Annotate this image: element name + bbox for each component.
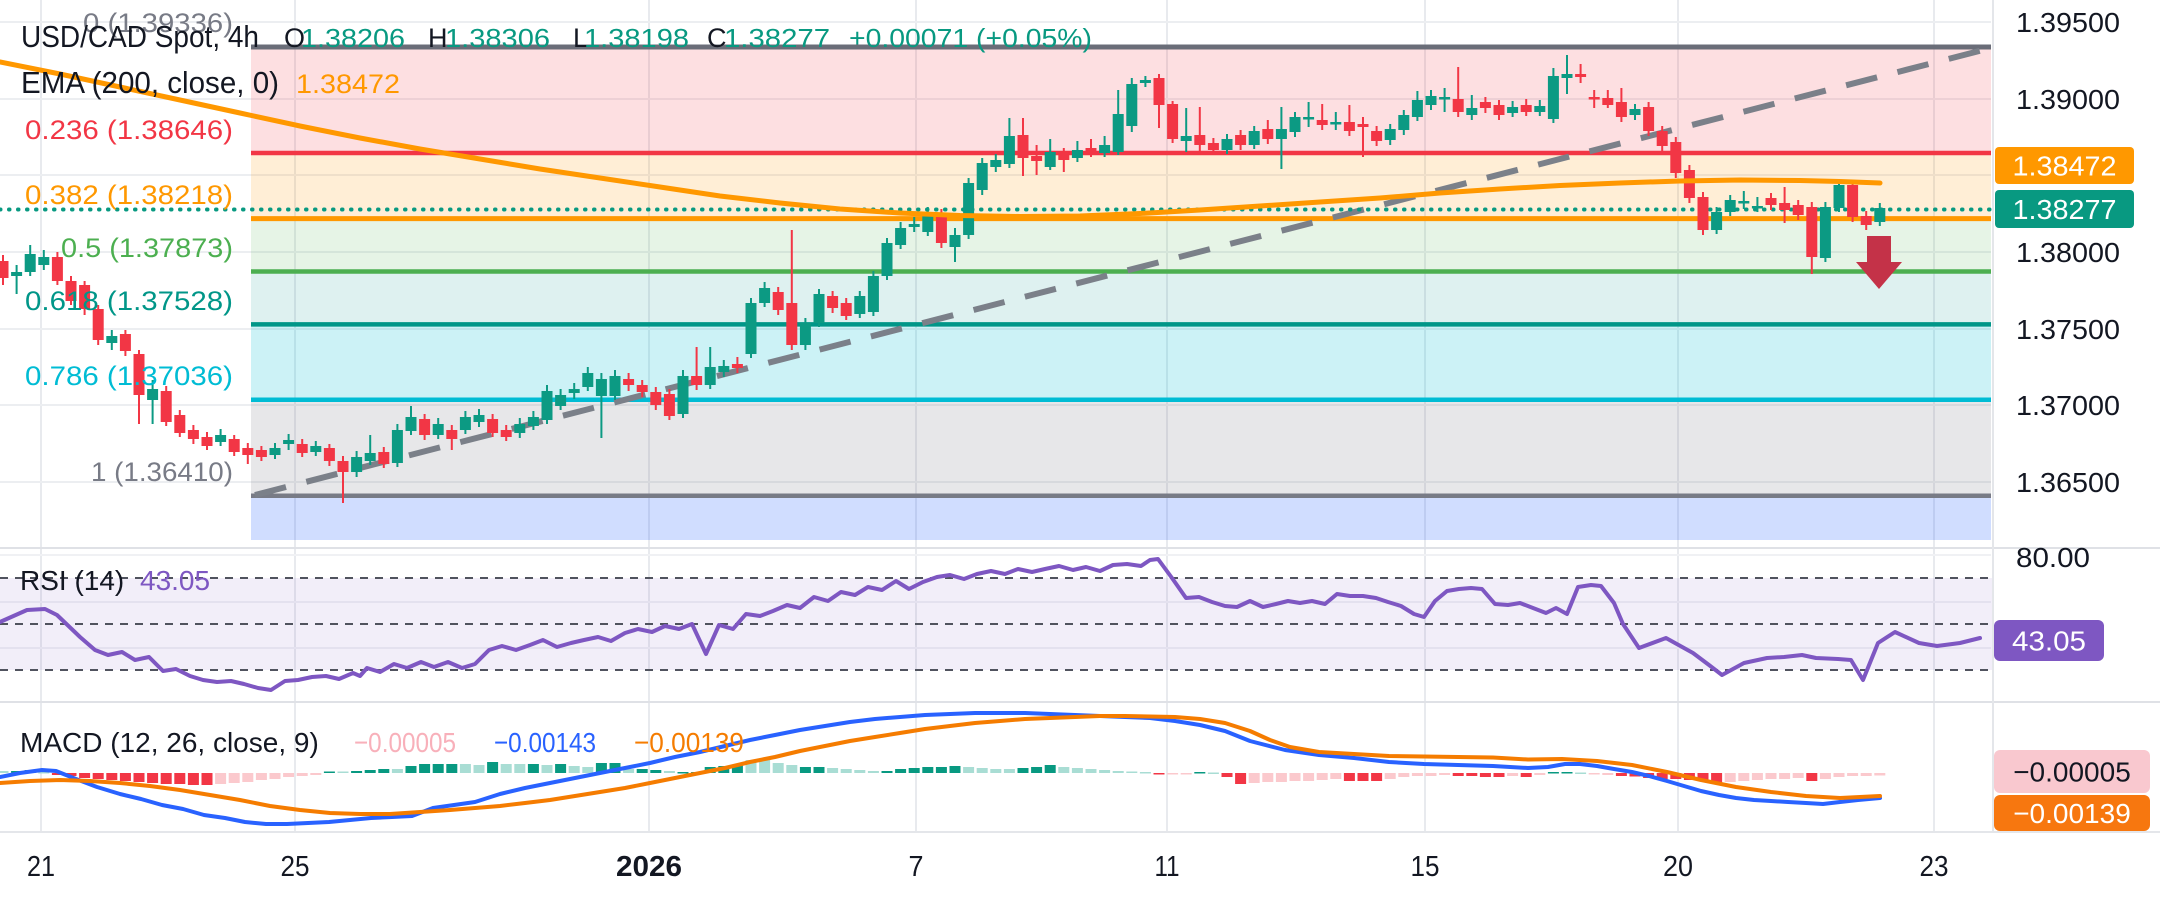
svg-text:1.38277: 1.38277	[724, 23, 830, 53]
svg-text:MACD (12, 26, close, 9): MACD (12, 26, close, 9)	[20, 727, 319, 758]
svg-text:−0.00005: −0.00005	[2013, 757, 2131, 788]
svg-text:0.236 (1.38646): 0.236 (1.38646)	[25, 115, 233, 145]
svg-text:2026: 2026	[616, 851, 682, 883]
svg-text:21: 21	[27, 851, 55, 883]
svg-text:0.618 (1.37528): 0.618 (1.37528)	[25, 286, 233, 316]
svg-text:1.38472: 1.38472	[2013, 151, 2117, 182]
svg-text:20: 20	[1663, 851, 1693, 883]
svg-text:1.39000: 1.39000	[2016, 84, 2120, 115]
svg-text:−0.00143: −0.00143	[494, 727, 596, 758]
svg-text:1.38472: 1.38472	[296, 69, 400, 99]
svg-text:−0.00005: −0.00005	[354, 727, 456, 758]
svg-text:0.5 (1.37873): 0.5 (1.37873)	[61, 233, 233, 263]
svg-text:1.37000: 1.37000	[2016, 390, 2120, 421]
svg-text:+0.00071 (+0.05%): +0.00071 (+0.05%)	[849, 23, 1092, 53]
svg-text:O: O	[284, 23, 305, 53]
svg-text:H: H	[428, 23, 448, 53]
svg-text:15: 15	[1411, 851, 1440, 883]
svg-text:23: 23	[1920, 851, 1949, 883]
svg-text:C: C	[707, 23, 727, 53]
svg-text:7: 7	[909, 851, 924, 883]
svg-text:1.38206: 1.38206	[301, 23, 405, 53]
svg-text:1.38277: 1.38277	[2013, 194, 2117, 225]
svg-text:1.39500: 1.39500	[2016, 7, 2120, 38]
svg-text:1.38306: 1.38306	[445, 23, 550, 53]
svg-text:RSI (14): RSI (14)	[20, 565, 124, 596]
svg-text:0.382 (1.38218): 0.382 (1.38218)	[25, 180, 233, 210]
svg-text:1.38000: 1.38000	[2016, 237, 2120, 268]
svg-text:1.38198: 1.38198	[584, 23, 689, 53]
svg-text:1 (1.36410): 1 (1.36410)	[91, 457, 233, 487]
svg-text:11: 11	[1155, 851, 1180, 883]
svg-text:1.36500: 1.36500	[2016, 467, 2120, 498]
svg-text:80.00: 80.00	[2016, 542, 2090, 573]
svg-text:25: 25	[281, 851, 310, 883]
svg-text:−0.00139: −0.00139	[2013, 798, 2131, 829]
svg-text:0.786 (1.37036): 0.786 (1.37036)	[25, 361, 233, 391]
svg-text:1.37500: 1.37500	[2016, 314, 2120, 345]
svg-text:43.05: 43.05	[140, 565, 210, 596]
svg-text:0 (1.39336): 0 (1.39336)	[83, 8, 233, 38]
svg-text:−0.00139: −0.00139	[634, 727, 744, 758]
svg-text:EMA (200, close, 0): EMA (200, close, 0)	[21, 65, 279, 100]
svg-text:USD/CAD Spot, 4h: USD/CAD Spot, 4h	[21, 19, 259, 54]
svg-text:L: L	[573, 23, 588, 53]
svg-text:43.05: 43.05	[2012, 626, 2086, 657]
